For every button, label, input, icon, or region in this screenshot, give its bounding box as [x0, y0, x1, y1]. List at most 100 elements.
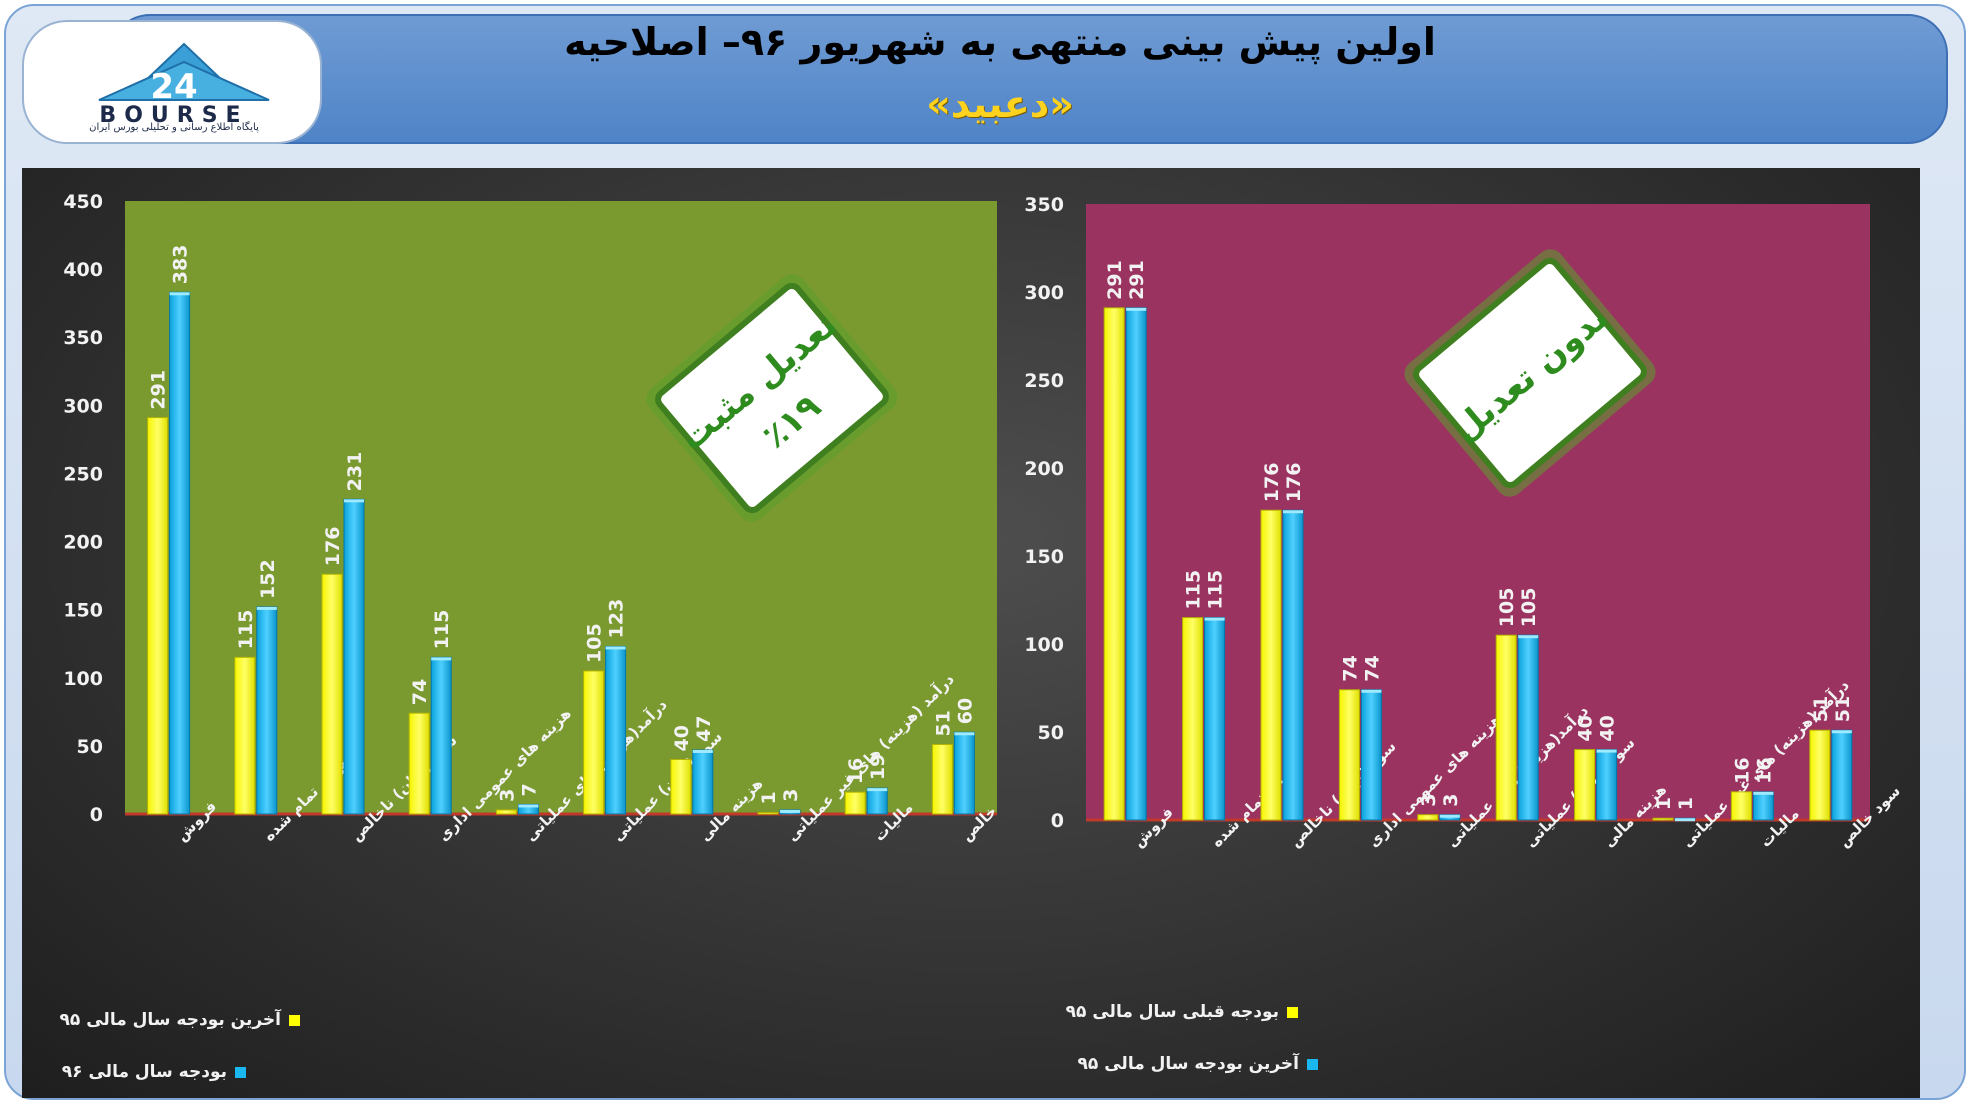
bar-cap	[1126, 308, 1146, 311]
data-label: 3	[780, 789, 802, 802]
data-label: 16	[845, 758, 867, 784]
legend-label: آخرین بودجه سال مالی ۹۵	[60, 1010, 281, 1030]
data-label: 40	[671, 725, 693, 751]
bar	[1753, 792, 1773, 820]
bar	[257, 607, 277, 814]
bar-cap	[1832, 730, 1852, 733]
bar-cap	[518, 804, 538, 807]
data-label: 291	[148, 370, 170, 410]
right-chart: 050100150200250300350291 291فروش115 115بها…	[1020, 168, 1920, 1098]
y-tick-label: 450	[63, 191, 103, 213]
bar	[431, 657, 451, 814]
bar	[409, 713, 429, 814]
bar	[1126, 308, 1146, 820]
data-label: 19	[867, 754, 889, 780]
bar	[1104, 308, 1124, 820]
y-tick-label: 350	[1024, 194, 1064, 216]
bar	[496, 810, 516, 814]
bar	[1183, 618, 1203, 820]
data-label: 1	[758, 791, 780, 804]
logo: 24 BOURSE پایگاه اطلاع رسانی و تحلیلی بو…	[22, 20, 322, 144]
bar	[1205, 618, 1225, 820]
data-label: 231	[344, 452, 366, 492]
data-label: 115	[1205, 570, 1227, 610]
bar	[1261, 510, 1281, 820]
y-tick-label: 0	[1051, 810, 1064, 832]
bar-cap	[867, 788, 887, 791]
data-label: 105	[584, 623, 606, 663]
data-label: 291	[1104, 260, 1126, 300]
bar	[170, 292, 190, 814]
right-legend-item-2: آخرین بودجه سال مالی ۹۵	[1078, 1054, 1318, 1074]
left-legend-item-1: آخرین بودجه سال مالی ۹۵	[60, 1010, 300, 1030]
bar	[932, 745, 952, 814]
y-tick-label: 150	[63, 600, 103, 622]
y-tick-label: 300	[1024, 282, 1064, 304]
data-label: 3	[496, 789, 518, 802]
data-label: 152	[257, 559, 279, 599]
bar	[845, 792, 865, 814]
y-tick-label: 100	[1024, 634, 1064, 656]
bar	[1832, 730, 1852, 820]
data-label: 1	[1653, 797, 1675, 810]
legend-swatch	[1287, 1007, 1298, 1018]
bar	[344, 499, 364, 814]
bar	[867, 788, 887, 814]
data-label: 51	[1810, 696, 1832, 722]
bar	[1339, 690, 1359, 820]
bar	[1575, 750, 1595, 820]
bar	[671, 760, 691, 814]
bar	[693, 750, 713, 814]
data-label: 105	[1496, 588, 1518, 628]
data-label: 291	[1126, 260, 1148, 300]
y-tick-label: 0	[90, 804, 103, 826]
bar	[758, 813, 778, 815]
data-label: 7	[518, 783, 540, 796]
data-label: 47	[693, 716, 715, 742]
y-tick-label: 200	[63, 532, 103, 554]
left-legend-item-2: بودجه سال مالی ۹۶	[62, 1062, 246, 1082]
bar-cap	[693, 750, 713, 753]
data-label: 3	[1418, 793, 1440, 806]
legend-swatch	[235, 1067, 246, 1078]
bar	[1731, 792, 1751, 820]
data-label: 115	[1183, 570, 1205, 610]
data-label: 115	[431, 610, 453, 650]
bar-cap	[257, 607, 277, 610]
bar	[1418, 815, 1438, 820]
bar	[1518, 635, 1538, 820]
legend-swatch	[289, 1015, 300, 1026]
logo-number: 24	[150, 67, 197, 107]
logo-subtitle: پایگاه اطلاع رسانی و تحلیلی بورس ایران	[24, 122, 322, 133]
bar	[1361, 690, 1381, 820]
data-label: 60	[954, 698, 976, 724]
bar	[322, 574, 342, 814]
legend-label: آخرین بودجه سال مالی ۹۵	[1078, 1054, 1299, 1074]
data-label: 383	[170, 245, 192, 285]
bar	[954, 732, 974, 814]
bar-cap	[1440, 815, 1460, 818]
bar	[148, 418, 168, 814]
bar-cap	[344, 499, 364, 502]
y-tick-label: 400	[63, 259, 103, 281]
bar-cap	[1361, 690, 1381, 693]
data-label: 3	[1440, 793, 1462, 806]
data-label: 123	[606, 599, 628, 639]
data-label: 51	[932, 710, 954, 736]
page-title: اولین پیش بینی منتهی به شهریور ۹۶– اصلاح…	[400, 20, 1600, 64]
legend-label: بودجه قبلی سال مالی ۹۵	[1066, 1002, 1279, 1022]
bar-cap	[170, 292, 190, 295]
data-label: 74	[409, 679, 431, 705]
y-tick-label: 350	[63, 327, 103, 349]
bar	[606, 646, 626, 814]
bar-cap	[1205, 618, 1225, 621]
data-label: 176	[1283, 463, 1305, 503]
y-tick-label: 250	[1024, 370, 1064, 392]
bar-cap	[1283, 510, 1303, 513]
bar-cap	[780, 810, 800, 813]
bar-cap	[431, 657, 451, 660]
page-subtitle: «دعبید»	[700, 82, 1300, 126]
data-label: 1	[1675, 797, 1697, 810]
data-label: 105	[1518, 588, 1540, 628]
bar-cap	[1753, 792, 1773, 795]
